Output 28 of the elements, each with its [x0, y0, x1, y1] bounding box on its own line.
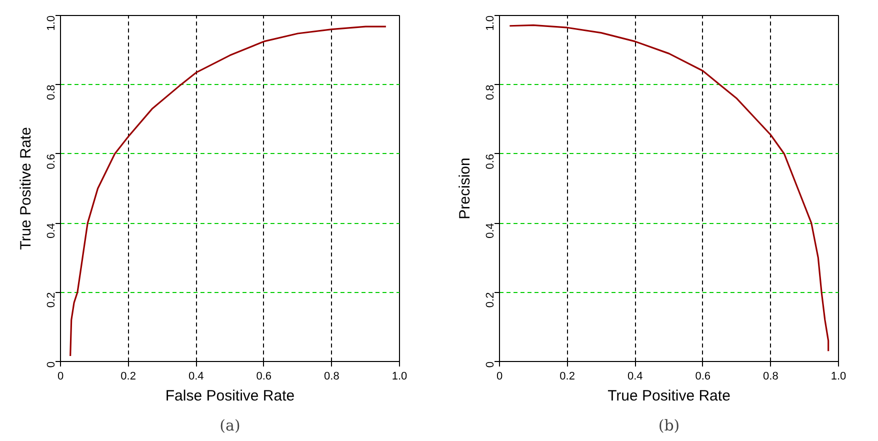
y-tick-label: 0.2: [484, 292, 496, 308]
y-tick-label: 0.4: [46, 223, 58, 238]
y-tick-label: 0.4: [484, 223, 496, 238]
x-tick-label: 0.4: [188, 370, 204, 382]
y-axis-title: Precision: [456, 158, 474, 220]
x-tick-label: 0.4: [627, 370, 643, 382]
y-tick-label: 0.6: [484, 154, 496, 170]
x-tick-label: 0.8: [763, 370, 778, 382]
x-tick-label: 0.6: [695, 370, 711, 382]
x-tick-label: 1.0: [830, 370, 846, 382]
y-tick-label: 1.0: [484, 15, 496, 31]
y-tick-label: 0.2: [46, 292, 58, 308]
x-tick-label: 0.2: [120, 370, 136, 382]
x-axis-title: True Positive Rate: [608, 388, 730, 404]
x-tick-label: 0.2: [560, 370, 575, 382]
y-tick-label: 0.8: [484, 84, 496, 100]
x-tick-label: 1.0: [392, 370, 408, 382]
x-tick-label: 0.6: [256, 370, 272, 382]
y-axis-title: True Positive Rate: [18, 127, 34, 250]
y-tick-label: 1.0: [46, 15, 58, 31]
text: (a): [220, 416, 240, 434]
y-tick-label: 0: [484, 361, 496, 368]
x-tick-label: 0.8: [324, 370, 340, 382]
text: (b): [658, 416, 680, 434]
y-tick-label: 0.6: [46, 154, 58, 170]
y-tick-label: 0: [46, 361, 58, 368]
y-tick-label: 0.8: [46, 84, 58, 100]
x-axis-title: False Positive Rate: [165, 388, 295, 404]
